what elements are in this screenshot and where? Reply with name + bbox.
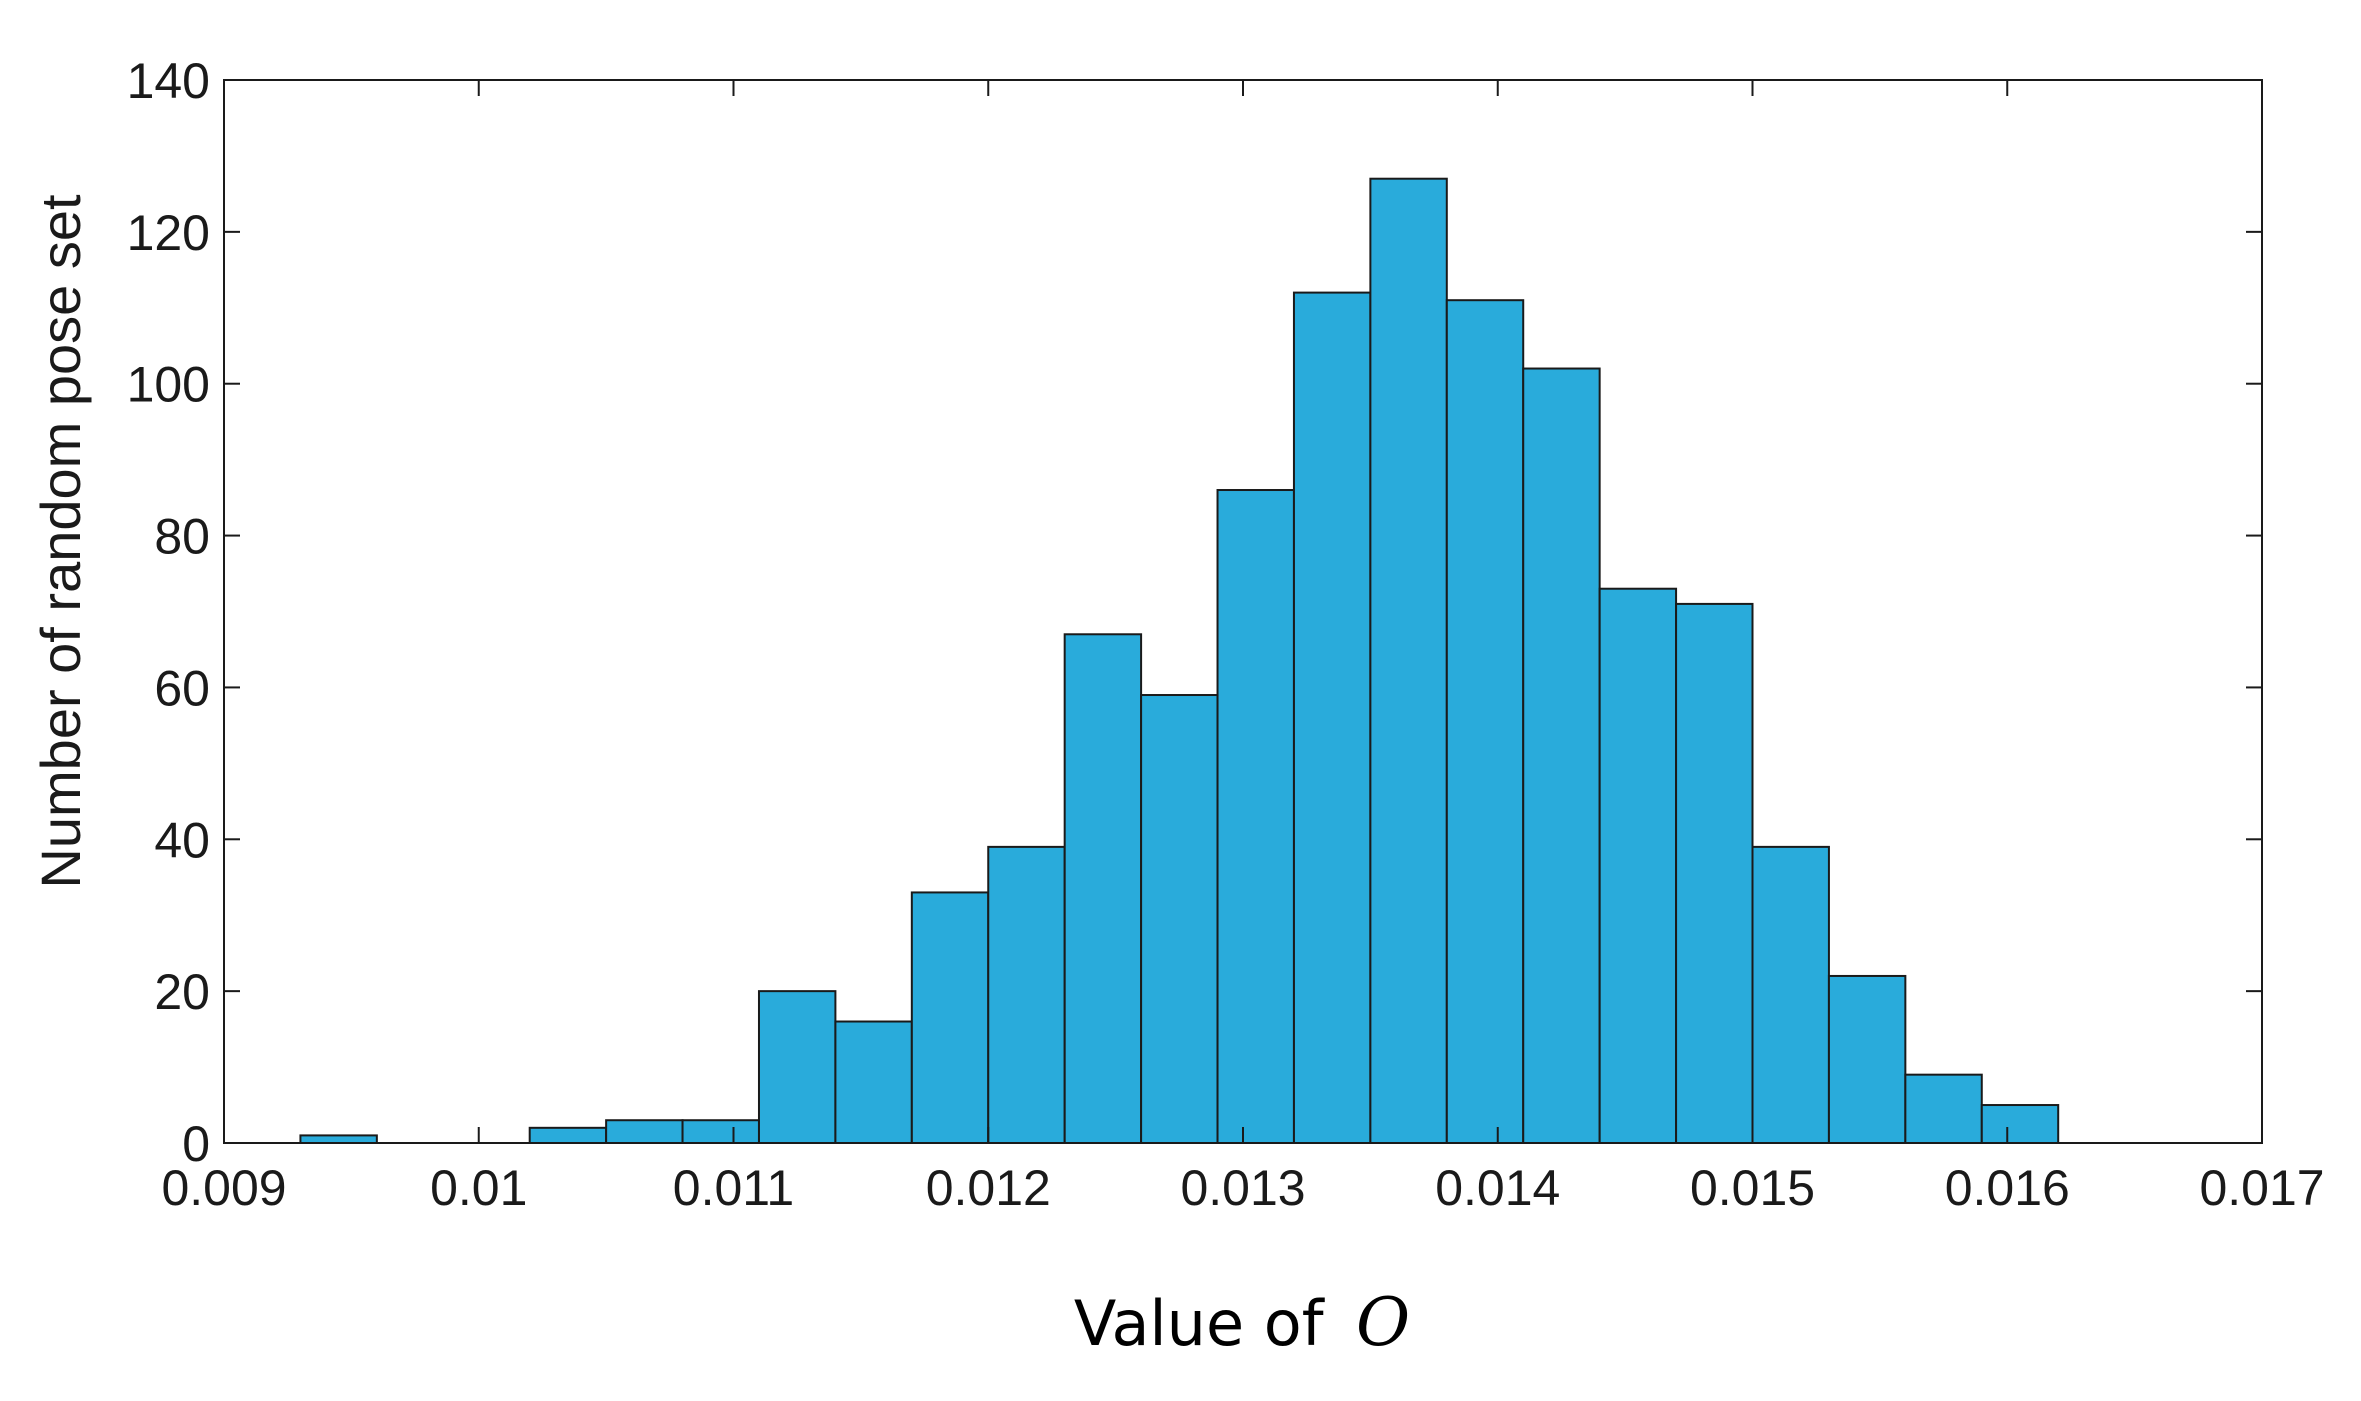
histogram-bar bbox=[1598, 587, 1678, 1144]
histogram-bar bbox=[1292, 291, 1372, 1145]
histogram-bar bbox=[757, 990, 837, 1145]
y-tick-label: 100 bbox=[127, 357, 210, 413]
x-tick-label: 0.015 bbox=[1690, 1160, 1815, 1216]
y-tick-label: 40 bbox=[154, 812, 210, 868]
x-tick-label: 0.013 bbox=[1180, 1160, 1305, 1216]
histogram-bar bbox=[299, 1134, 378, 1144]
y-tick-label: 20 bbox=[154, 964, 210, 1020]
plot-frame bbox=[223, 79, 2263, 1144]
histogram-bar bbox=[528, 1126, 608, 1145]
y-tick-labels: 0 20 40 60 80 100 120 140 bbox=[127, 53, 210, 1172]
histogram-bar bbox=[1522, 367, 1601, 1144]
y-tick-label: 140 bbox=[127, 53, 210, 109]
histogram-bar bbox=[1063, 633, 1143, 1144]
x-tick-label: 0.012 bbox=[926, 1160, 1051, 1216]
y-tick-label: 0 bbox=[182, 1116, 210, 1172]
x-tick-label: 0.011 bbox=[673, 1160, 794, 1216]
x-tick-label: 0.014 bbox=[1435, 1160, 1560, 1216]
x-tick-label: 0.01 bbox=[430, 1160, 527, 1216]
histogram-bar bbox=[1369, 177, 1448, 1144]
histogram-bar bbox=[1827, 974, 1907, 1145]
histogram-bar bbox=[1140, 694, 1219, 1144]
histogram-bar bbox=[1216, 489, 1295, 1144]
x-tick-label: 0.009 bbox=[161, 1160, 286, 1216]
x-axis-label-symbol: O bbox=[1356, 1284, 1410, 1361]
bars-group bbox=[299, 177, 2060, 1145]
histogram-bar bbox=[987, 845, 1066, 1145]
x-tick-labels: 0.009 0.01 0.011 0.012 0.013 0.014 0.015 0.016 0… bbox=[161, 1160, 2324, 1216]
histogram-bar bbox=[910, 891, 990, 1145]
histogram-bar bbox=[1904, 1073, 1983, 1145]
x-axis-label: Value of O bbox=[1074, 1284, 1410, 1361]
histogram-bar bbox=[1445, 299, 1525, 1144]
x-tick-label: 0.016 bbox=[1945, 1160, 2070, 1216]
histogram-bar bbox=[681, 1119, 760, 1145]
y-axis-label: Number of random pose set bbox=[29, 194, 92, 889]
y-tick-label: 80 bbox=[154, 509, 210, 565]
y-tick-label: 120 bbox=[127, 205, 210, 261]
histogram-bar bbox=[1751, 845, 1830, 1145]
histogram-bar bbox=[834, 1020, 913, 1144]
x-tick-label: 0.017 bbox=[2199, 1160, 2324, 1216]
histogram-bar bbox=[1980, 1104, 2060, 1145]
histogram-bar bbox=[1675, 602, 1754, 1144]
histogram-bar bbox=[605, 1119, 684, 1145]
x-axis-label-text: Value of bbox=[1074, 1287, 1326, 1360]
y-tick-label: 60 bbox=[154, 660, 210, 716]
